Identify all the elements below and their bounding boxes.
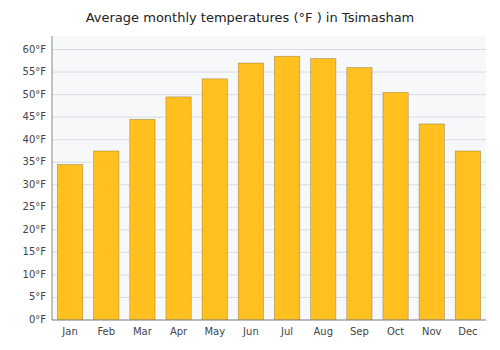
y-tick-label: 25°F: [23, 201, 47, 212]
grid-line: [52, 320, 486, 321]
y-tick-label: 5°F: [29, 291, 46, 302]
y-tick-label: 60°F: [23, 44, 47, 55]
y-tick-label: 10°F: [23, 269, 47, 280]
x-tick-label: Mar: [133, 326, 153, 337]
y-tick-label: 0°F: [29, 314, 46, 325]
bar: [274, 56, 299, 320]
y-tick-label: 20°F: [23, 224, 47, 235]
x-tick-label: Jun: [242, 326, 259, 337]
page-body: {"chart_data": {"type": "bar", "title": …: [0, 0, 500, 350]
grid-line: [52, 72, 486, 73]
y-tick-label: 50°F: [23, 89, 47, 100]
x-tick-label: May: [204, 326, 225, 337]
plot-background: [52, 36, 486, 320]
grid: [52, 50, 486, 320]
chart-svg: 0°F 5°F 10°F 15°F 20°F 25°F 30°F 35°F 40°F 45°F 50…: [0, 0, 500, 350]
bar: [57, 164, 82, 320]
y-tick-label: 55°F: [23, 66, 47, 77]
x-tick-labels: Jan Feb Mar Apr May Jun Jul Aug Sep Oct Nov Dec: [61, 326, 477, 337]
y-tick-labels: 0°F 5°F 10°F 15°F 20°F 25°F 30°F 35°F 40°F 45°F 50…: [23, 44, 47, 325]
page: Chart html, body { margin: 0; padding: 0…: [0, 0, 500, 350]
grid-line: [52, 117, 486, 118]
y-tick-label: 45°F: [23, 111, 47, 122]
x-tick-label: Jul: [280, 326, 293, 337]
bar: [94, 151, 119, 320]
x-tick-label: Oct: [387, 326, 404, 337]
x-tick-label: Apr: [170, 326, 188, 337]
x-tick-label: Feb: [97, 326, 115, 337]
x-tick-label: Nov: [422, 326, 442, 337]
bar: [419, 124, 444, 320]
x-tick-label: Aug: [313, 326, 333, 337]
y-axis-line: [52, 36, 53, 320]
bar: [166, 97, 191, 320]
y-tick-label: 30°F: [23, 179, 47, 190]
bar: [383, 92, 408, 320]
x-tick-label: Jan: [61, 326, 77, 337]
bar: [311, 59, 336, 320]
bar: [347, 68, 372, 320]
y-tick-label: 35°F: [23, 156, 47, 167]
y-tick-label: 15°F: [23, 246, 47, 257]
grid-line: [52, 94, 486, 95]
x-tick-label: Sep: [350, 326, 369, 337]
bar: [238, 63, 263, 320]
bar: [202, 79, 227, 320]
chart-container: 0°F 5°F 10°F 15°F 20°F 25°F 30°F 35°F 40°F 45°F 50…: [0, 0, 500, 350]
grid-line: [52, 49, 486, 50]
x-tick-label: Dec: [458, 326, 477, 337]
bars: [57, 56, 480, 320]
bar: [130, 119, 155, 320]
chart-title: Average monthly temperatures (°F ) in Ts…: [86, 10, 415, 25]
bar: [455, 151, 480, 320]
y-tick-label: 40°F: [23, 134, 47, 145]
x-axis-line: [52, 320, 486, 321]
